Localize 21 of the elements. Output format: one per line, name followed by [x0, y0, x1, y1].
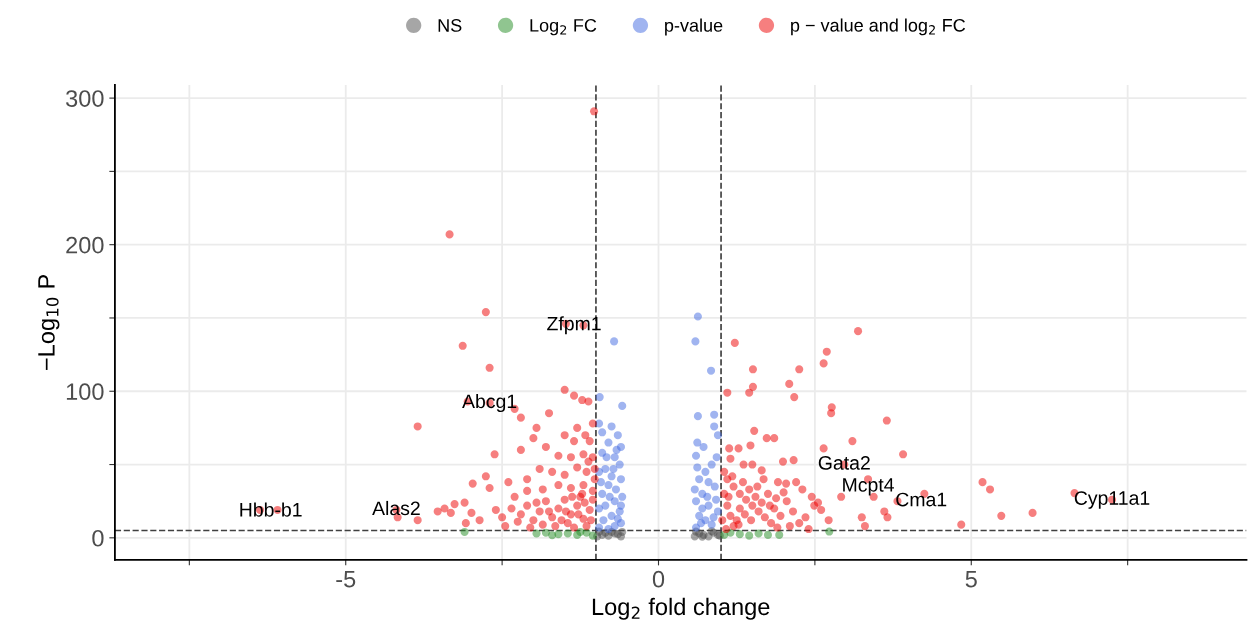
annotation: Cyp11a1: [1074, 491, 1150, 509]
y-tick-label: 0: [92, 529, 104, 547]
annotation: Alas2: [372, 500, 420, 516]
annotation: Gata2: [818, 455, 870, 470]
annotation: Hbb-b1: [240, 502, 302, 517]
x-tick-label: 5: [965, 571, 977, 588]
y-tick-label: 200: [66, 236, 104, 254]
annotation: Mcpt4: [843, 478, 894, 496]
legend-label: p-value: [665, 18, 723, 36]
legend-label: Log$_{2}$ FC: [530, 18, 597, 36]
x-tick-label: -5: [336, 571, 356, 588]
x-tick-label: 0: [652, 570, 665, 588]
y-tick-label: 300: [66, 90, 104, 107]
y-tick-label: 100: [66, 383, 104, 401]
annotation: Abcg1: [462, 393, 517, 413]
x-axis-title: Log$_{2}$ fold change: [592, 597, 770, 620]
annotation: Zfpm1: [547, 316, 601, 335]
y-axis-title: −Log$_{10}$ P: [38, 274, 60, 370]
annotation: Cma1: [896, 492, 947, 507]
legend-label: p − value and log$_{2}$ FC: [791, 18, 966, 36]
legend-label: NS: [438, 19, 462, 32]
